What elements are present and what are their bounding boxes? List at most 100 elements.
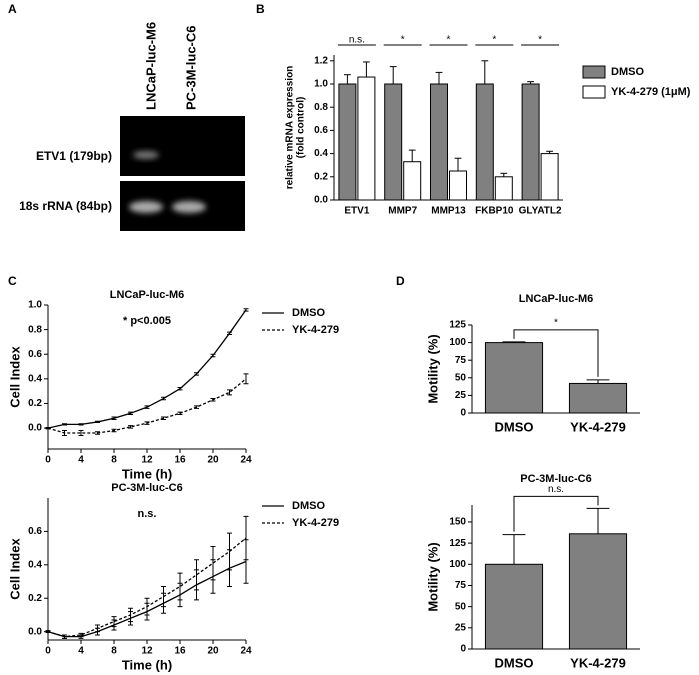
significance-label: n.s. [548, 484, 564, 495]
x-tick-label: 8 [111, 455, 117, 466]
y-tick-label: 75 [455, 580, 467, 591]
panel-label: A [8, 2, 17, 16]
error-bar [177, 572, 183, 601]
bar [540, 153, 559, 201]
panel-label: C [8, 274, 17, 288]
y-axis-label: Motility (%) [425, 542, 440, 611]
error-bar [243, 515, 249, 561]
panel-label: D [396, 274, 405, 288]
x-tick-label: 16 [174, 646, 186, 657]
legend-label: YK-4-279 [292, 324, 339, 336]
band [129, 201, 163, 213]
significance-bracket [513, 329, 599, 377]
y-tick-label: 0.2 [28, 398, 42, 409]
gel: LNCaP-luc-M6 PC-3M-luc-C6 ETV1 (179bp) 1… [19, 22, 245, 231]
x-tick-label: 24 [240, 455, 252, 466]
error-bar [78, 430, 84, 436]
y-tick-label: 0.4 [314, 148, 328, 159]
y-tick-label: 0.2 [314, 171, 328, 182]
chart-title: PC-3M-luc-C6 [111, 482, 183, 494]
chart-title: LNCaP-luc-M6 [110, 289, 185, 301]
y-tick-label: 0.0 [28, 423, 42, 434]
line [47, 378, 247, 434]
y-tick-label: 100 [449, 337, 466, 348]
legend-swatch [582, 85, 606, 99]
bar [430, 83, 448, 201]
x-tick-label: GLYATL2 [519, 206, 562, 217]
row-label: 18s rRNA (84bp) [19, 199, 112, 213]
bar [521, 83, 540, 201]
x-axis-label: Time (h) [122, 466, 172, 481]
x-tick-label: 8 [111, 646, 117, 657]
line [47, 309, 247, 429]
y-tick-label: 1.2 [314, 55, 328, 66]
x-tick-label: 4 [78, 646, 84, 657]
y-tick-label: 0.6 [314, 125, 328, 136]
gel-image [120, 116, 245, 176]
lane-label: PC-3M-luc-C6 [183, 25, 198, 110]
bar [475, 83, 494, 201]
y-tick-label: 0 [460, 644, 466, 655]
error-bar [111, 616, 117, 628]
lane-label: LNCaP-luc-M6 [143, 22, 158, 110]
y-tick-label: 0.0 [28, 626, 42, 637]
significance-bracket [513, 495, 599, 532]
bar [357, 76, 376, 201]
x-tick-label: 12 [141, 646, 153, 657]
x-tick-label: YK-4-279 [570, 655, 626, 670]
x-tick-label: 0 [45, 646, 51, 657]
y-tick-label: 75 [455, 355, 467, 366]
bar [494, 176, 513, 201]
error-bar [78, 632, 84, 638]
y-axis-label: relative mRNA expression [285, 66, 296, 190]
y-tick-label: 50 [455, 372, 467, 383]
y-axis-label: Motility (%) [425, 334, 440, 403]
bar [449, 170, 467, 201]
x-tick-label: DMSO [495, 419, 534, 434]
x-axis-label: Time (h) [122, 657, 172, 672]
y-tick-label: 125 [449, 320, 466, 331]
bar [338, 83, 357, 201]
y-axis-label: Cell Index [7, 346, 22, 408]
y-tick-label: 0 [460, 408, 466, 419]
legend-label: YK-4-279 [292, 517, 339, 529]
y-tick-label: 0.6 [28, 349, 42, 360]
y-tick-label: 50 [455, 601, 467, 612]
y-tick-label: 125 [449, 538, 466, 549]
row-label: ETV1 (179bp) [36, 149, 112, 163]
x-tick-label: MMP7 [388, 206, 417, 217]
chart-title: PC-3M-luc-C6 [520, 473, 592, 485]
bar [484, 342, 544, 414]
y-tick-label: 150 [449, 517, 466, 528]
y-axis-label: (fold control) [296, 97, 307, 159]
error-bar [210, 545, 216, 581]
x-tick-label: 12 [141, 455, 153, 466]
legend-swatch [582, 65, 606, 79]
bar [384, 83, 403, 201]
significance-label: * [401, 35, 405, 46]
legend-label: YK-4-279 (1μM) [611, 86, 691, 98]
y-tick-label: 100 [449, 559, 466, 570]
panel-label: B [256, 2, 265, 16]
y-tick-label: 1.0 [28, 300, 42, 311]
x-tick-label: 16 [174, 455, 186, 466]
annotation: * p<0.005 [123, 315, 171, 327]
bar [568, 533, 628, 650]
x-tick-label: 0 [45, 455, 51, 466]
y-tick-label: 0.8 [28, 324, 42, 335]
bar [568, 382, 628, 414]
band [172, 201, 206, 213]
y-tick-label: 1.0 [314, 79, 328, 90]
y-tick-label: 0.4 [28, 373, 42, 384]
x-tick-label: FKBP10 [475, 206, 514, 217]
line [47, 537, 247, 638]
x-tick-label: 20 [207, 646, 219, 657]
error-bar [128, 425, 133, 429]
legend-label: DMSO [611, 66, 644, 78]
bar [484, 563, 544, 650]
x-tick-label: 20 [207, 455, 219, 466]
error-bar [227, 389, 232, 396]
chart-title: LNCaP-luc-M6 [519, 293, 594, 305]
significance-label: * [447, 35, 451, 46]
